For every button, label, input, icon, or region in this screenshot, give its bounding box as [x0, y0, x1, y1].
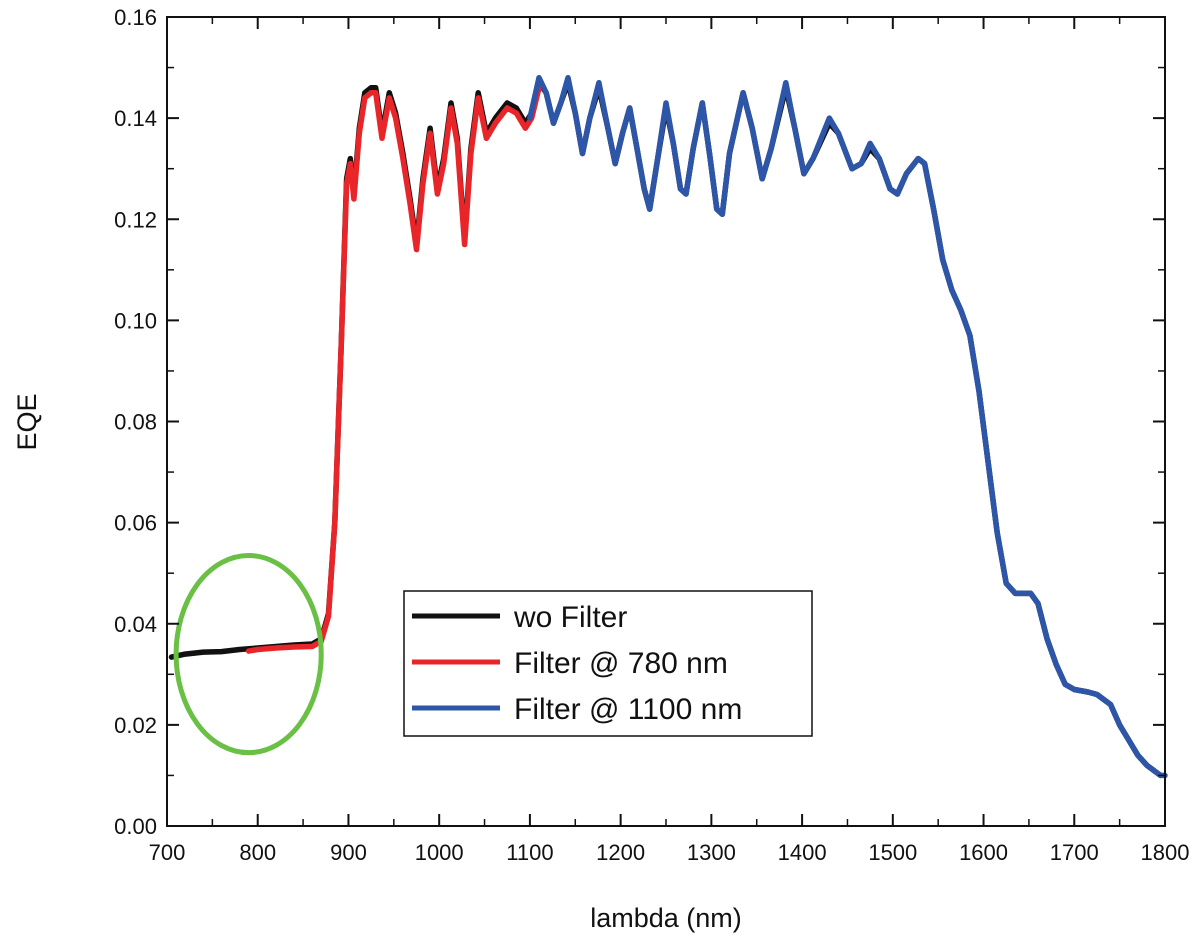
- x-tick-label: 700: [149, 840, 186, 865]
- x-tick-label: 800: [239, 840, 276, 865]
- x-axis: 700 800 900 1000 1100 1200 1300 1400 1500 1600 170…: [149, 17, 1190, 865]
- legend: wo Filter Filter @ 780 nm Filter @ 1100 nm: [403, 590, 813, 737]
- legend-label-0: wo Filter: [513, 601, 627, 634]
- y-tick-label: 0.16: [114, 5, 157, 30]
- y-tick-label: 0.12: [114, 207, 157, 232]
- y-tick-label: 0.06: [114, 511, 157, 536]
- y-tick-label: 0.02: [114, 713, 157, 738]
- x-tick-label: 1600: [959, 840, 1008, 865]
- y-axis-title: EQE: [12, 393, 42, 450]
- x-tick-label: 1500: [868, 840, 917, 865]
- x-tick-label: 1100: [506, 840, 553, 865]
- y-tick-label: 0.08: [114, 410, 157, 435]
- x-tick-label: 900: [330, 840, 367, 865]
- x-tick-label: 1700: [1050, 840, 1099, 865]
- x-tick-label: 1200: [596, 840, 645, 865]
- series-line-1: [245, 85, 542, 654]
- legend-label-1: Filter @ 780 nm: [514, 647, 728, 680]
- y-tick-label: 0.10: [114, 308, 157, 333]
- series-line-2: [527, 74, 1168, 779]
- y-tick-label: 0.00: [114, 814, 157, 839]
- y-axis: 0.00 0.02 0.04 0.06 0.08 0.10 0.12 0.14 0.16: [114, 5, 1165, 839]
- x-axis-title: lambda (nm): [590, 903, 742, 933]
- legend-label-2: Filter @ 1100 nm: [514, 693, 742, 726]
- y-tick-label: 0.14: [114, 106, 157, 131]
- x-tick-label: 1400: [778, 840, 827, 865]
- y-tick-label: 0.04: [114, 612, 157, 637]
- plot-content: [168, 74, 1168, 779]
- highlight-ellipse: [173, 552, 324, 756]
- x-tick-label: 1300: [687, 840, 736, 865]
- x-tick-label: 1800: [1141, 840, 1190, 865]
- x-tick-label: 1000: [415, 840, 464, 865]
